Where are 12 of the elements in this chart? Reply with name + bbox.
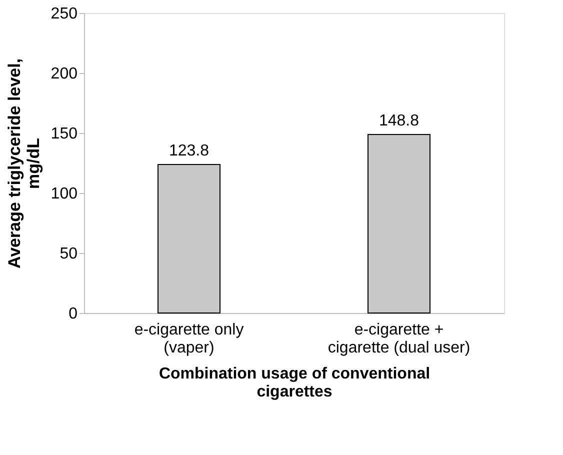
y-tick-label: 200 — [50, 66, 78, 82]
y-tick-label: 50 — [60, 246, 78, 262]
data-label: 123.8 — [168, 142, 210, 160]
y-tick-label: 100 — [50, 186, 78, 202]
x-tick-label: e-cigarette + cigarette (dual user) — [328, 322, 470, 356]
data-label: 148.8 — [378, 112, 420, 130]
y-tick-label: 0 — [68, 306, 78, 322]
x-axis-title: Combination usage of conventional cigarettes — [158, 366, 430, 400]
y-tick-label: 250 — [50, 6, 78, 22]
y-axis-title: Average triglyceride level, mg/dL — [4, 58, 43, 269]
x-tick-label: e-cigarette only (vaper) — [134, 322, 244, 356]
y-tick-label: 150 — [50, 126, 78, 142]
